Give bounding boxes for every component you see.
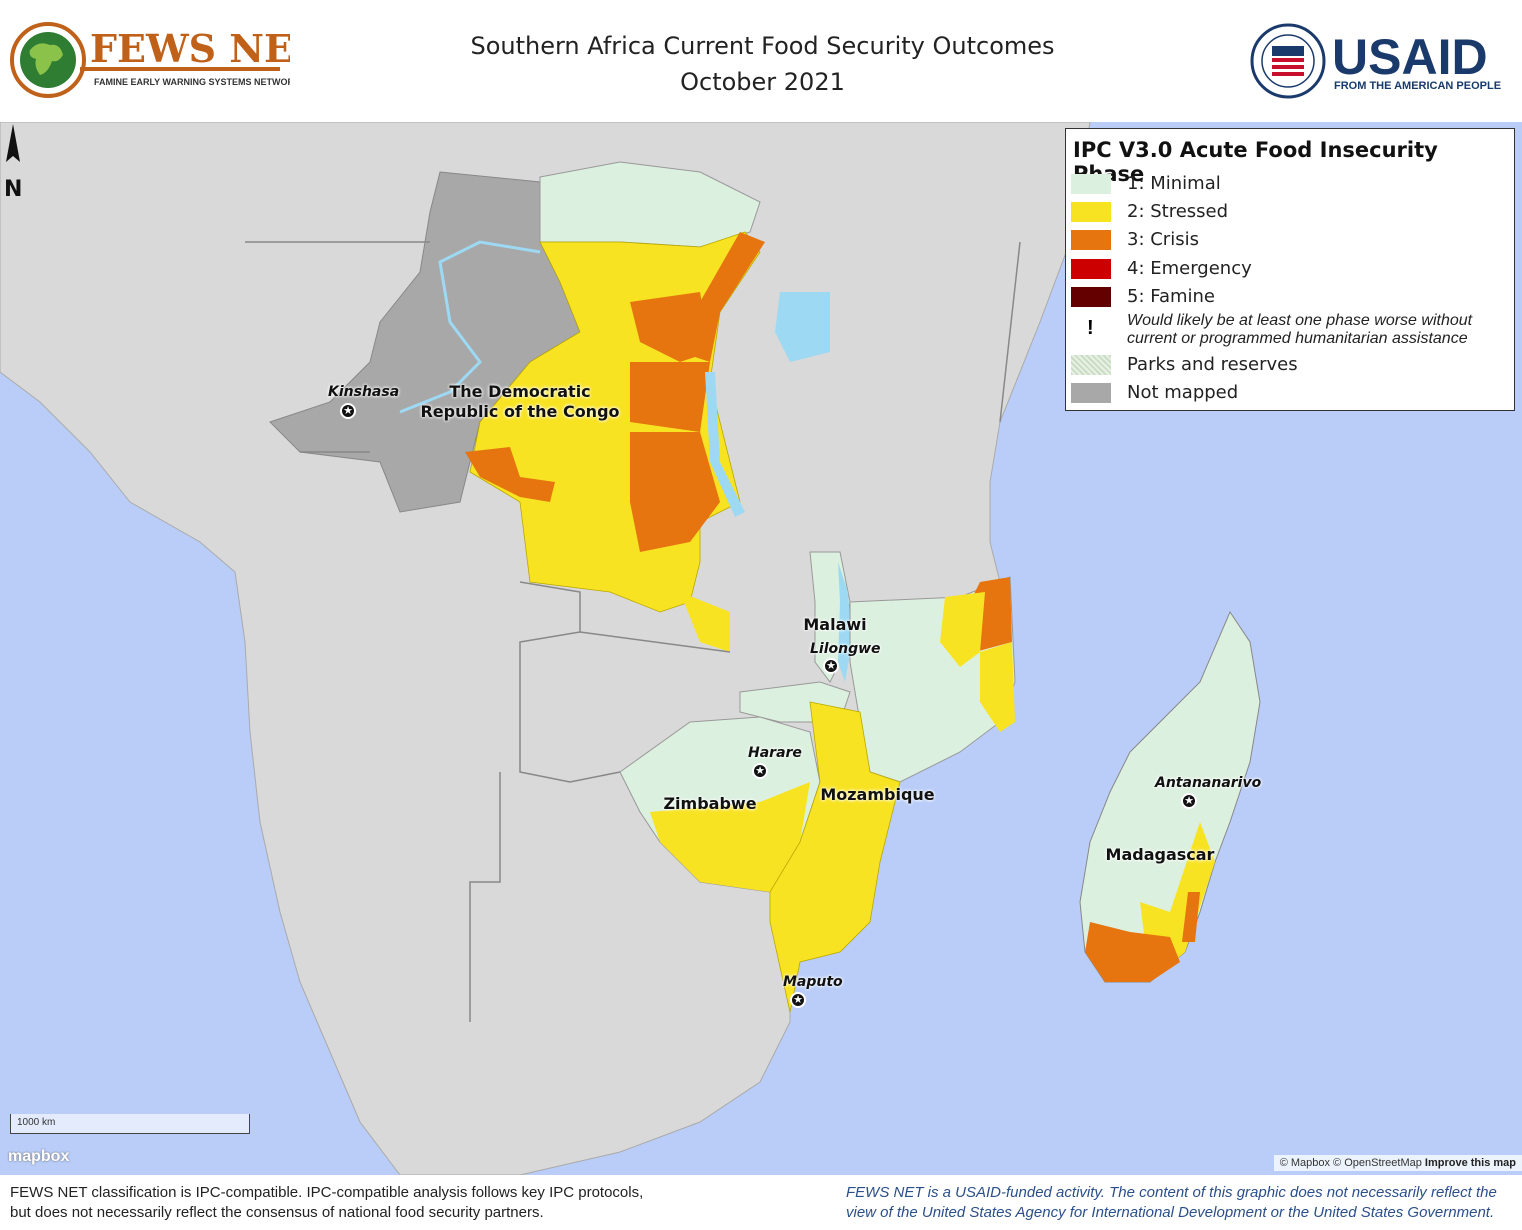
lake-tanganyika <box>705 372 745 517</box>
legend-item-famine: 5: Famine <box>1070 285 1510 309</box>
legend-label-famine: 5: Famine <box>1127 286 1215 307</box>
city-label-maputo: Maputo <box>783 974 843 990</box>
label-zimbabwe: Zimbabwe <box>663 794 757 813</box>
label-drc-line-1: The Democratic <box>449 382 591 401</box>
title-line-1: Southern Africa Current Food Security Ou… <box>470 32 1055 60</box>
mozambique-stressed-north <box>940 592 985 667</box>
improve-map-link[interactable]: Improve this map <box>1424 1157 1516 1169</box>
legend-label-not-mapped: Not mapped <box>1127 382 1239 403</box>
legend-item-emergency: 4: Emergency <box>1070 257 1510 281</box>
fews-logo-subtext: FAMINE EARLY WARNING SYSTEMS NETWORK <box>94 77 290 87</box>
label-drc: The Democratic Republic of the Congo <box>420 382 620 422</box>
city-label-antananarivo: Antananarivo <box>1155 775 1262 791</box>
footer-right-line-1: FEWS NET is a USAID-funded activity. The… <box>846 1184 1497 1201</box>
legend-swatch-famine <box>1071 287 1111 307</box>
page-title: Southern Africa Current Food Security Ou… <box>400 28 1125 100</box>
legend-swatch-emergency <box>1071 259 1111 279</box>
footer-left-line-2: but does not necessarily reflect the con… <box>10 1204 544 1221</box>
fews-logo-text: FEWS NET <box>90 26 290 71</box>
city-label-kinshasa: Kinshasa <box>328 384 400 400</box>
lake-malawi <box>838 562 852 682</box>
congo-river <box>399 240 541 414</box>
usaid-logo: USAID FROM THE AMERICAN PEOPLE <box>1250 23 1501 99</box>
legend-item-parks: Parks and reserves <box>1070 353 1510 377</box>
zimbabwe-stressed <box>650 782 810 892</box>
legend-label-minimal: 1: Minimal <box>1127 173 1221 194</box>
map-svg <box>0 122 1261 1175</box>
footer-left-line-1: FEWS NET classification is IPC-compatibl… <box>10 1184 644 1201</box>
footer-right-line-2: view of the United States Agency for Int… <box>846 1204 1495 1221</box>
drc-crisis-central-1 <box>630 292 710 362</box>
scale-bar: 1000 km <box>10 1114 250 1134</box>
legend-swatch-crisis <box>1071 230 1111 250</box>
label-drc-line-2: Republic of the Congo <box>420 402 620 421</box>
map-legend: IPC V3.0 Acute Food Insecurity Phase 1: … <box>1065 128 1515 411</box>
legend-swatch-stressed <box>1071 202 1111 222</box>
city-label-lilongwe: Lilongwe <box>810 641 881 657</box>
legend-item-crisis: 3: Crisis <box>1070 228 1510 252</box>
scale-label: 1000 km <box>17 1117 56 1128</box>
legend-item-assistance: ! Would likely be at least one phase wor… <box>1070 312 1510 355</box>
madagascar-crisis-east <box>1182 892 1200 942</box>
header: FEWS NET FAMINE EARLY WARNING SYSTEMS NE… <box>0 0 1522 122</box>
capital-star-icon: ★ <box>823 658 839 674</box>
legend-swatch-minimal <box>1071 174 1111 194</box>
mapbox-logo[interactable]: mapbox <box>8 1148 70 1165</box>
label-malawi: Malawi <box>803 615 867 634</box>
capital-star-icon: ★ <box>790 992 806 1008</box>
capital-star-icon: ★ <box>1181 793 1197 809</box>
map-attribution: © Mapbox © OpenStreetMap Improve this ma… <box>1273 1155 1522 1171</box>
footer-disclaimer-left: FEWS NET classification is IPC-compatibl… <box>10 1183 710 1223</box>
africa-landmass <box>0 122 1091 1175</box>
country-borders <box>245 241 1021 1022</box>
usaid-logo-text: USAID <box>1332 29 1488 85</box>
assistance-exclamation-icon: ! <box>1087 317 1094 339</box>
legend-label-crisis: 3: Crisis <box>1127 229 1199 250</box>
legend-label-parks: Parks and reserves <box>1127 354 1298 375</box>
footer-disclaimer-right: FEWS NET is a USAID-funded activity. The… <box>846 1183 1514 1223</box>
legend-label-stressed: 2: Stressed <box>1127 201 1229 222</box>
legend-item-not-mapped: Not mapped <box>1070 381 1510 405</box>
label-madagascar: Madagascar <box>1105 845 1215 864</box>
usaid-tagline: FROM THE AMERICAN PEOPLE <box>1334 80 1501 92</box>
capital-star-icon: ★ <box>752 763 768 779</box>
title-line-2: October 2021 <box>680 68 845 96</box>
lake-victoria <box>775 292 830 362</box>
assistance-line-2: current or programmed humanitarian assis… <box>1127 330 1468 347</box>
legend-item-minimal: 1: Minimal <box>1070 172 1510 196</box>
capital-star-icon: ★ <box>340 403 356 419</box>
legend-swatch-parks <box>1071 355 1111 375</box>
drc-stressed-tail <box>680 592 730 652</box>
city-label-harare: Harare <box>748 745 802 761</box>
drc-crisis-central-2 <box>630 362 710 432</box>
drc-crisis-west <box>465 447 555 502</box>
madagascar-crisis <box>1085 922 1180 982</box>
fews-net-logo: FEWS NET FAMINE EARLY WARNING SYSTEMS NE… <box>10 22 290 98</box>
attribution-text: © Mapbox © OpenStreetMap <box>1279 1157 1422 1169</box>
legend-label-emergency: 4: Emergency <box>1127 258 1252 279</box>
map-canvas[interactable]: IPC V3.0 Acute Food Insecurity Phase 1: … <box>0 122 1522 1175</box>
drc-crisis-central-3 <box>630 432 720 552</box>
legend-swatch-not-mapped <box>1071 383 1111 403</box>
north-arrow-icon: N <box>4 124 22 200</box>
legend-item-stressed: 2: Stressed <box>1070 200 1510 224</box>
mozambique-stressed-central <box>769 701 901 1013</box>
mozambique-stressed-coast <box>980 642 1015 732</box>
label-mozambique: Mozambique <box>820 785 935 804</box>
north-label: N <box>4 177 22 200</box>
legend-label-assistance: Would likely be at least one phase worse… <box>1127 312 1507 348</box>
assistance-line-1: Would likely be at least one phase worse… <box>1127 312 1473 329</box>
